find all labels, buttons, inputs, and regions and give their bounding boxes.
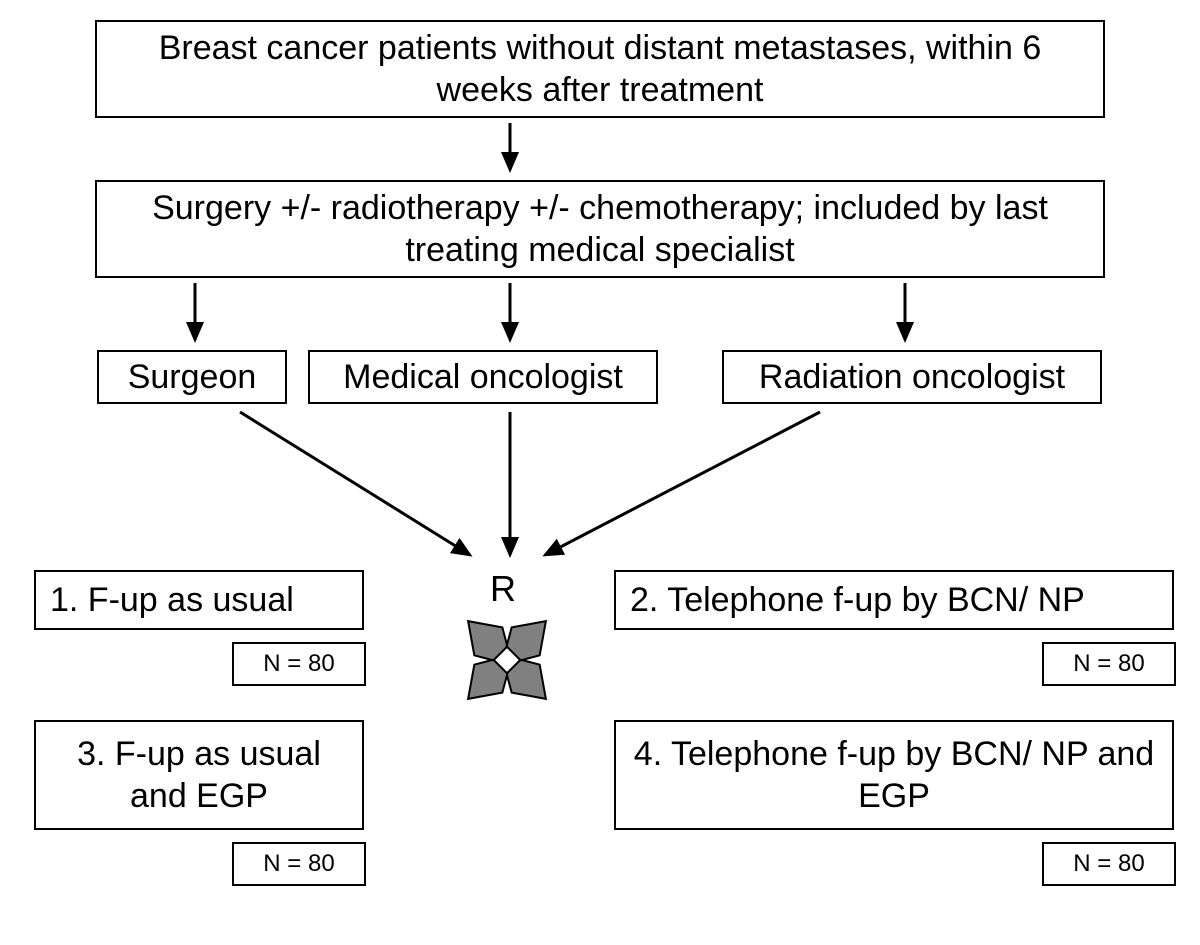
n3-text: N = 80 [263,850,334,878]
n-box-3: N = 80 [232,842,366,886]
randomise-cross-arm [507,621,546,660]
r-label: R [490,568,516,610]
flow-arrow [240,412,470,555]
randomise-cross-arm [468,660,507,699]
node-radonc-text: Radiation oncologist [759,356,1065,399]
randomise-cross-arm [507,660,546,699]
node-top-text: Breast cancer patients without distant m… [107,27,1093,112]
node-arm1-text: 1. F-up as usual [50,579,294,622]
node-top: Breast cancer patients without distant m… [95,20,1105,118]
n1-text: N = 80 [263,650,334,678]
node-second: Surgery +/- radiotherapy +/- chemotherap… [95,180,1105,278]
node-medonc: Medical oncologist [308,350,658,404]
node-arm4: 4. Telephone f-up by BCN/ NP and EGP [614,720,1174,830]
n4-text: N = 80 [1073,850,1144,878]
node-second-text: Surgery +/- radiotherapy +/- chemotherap… [107,187,1093,272]
node-arm2: 2. Telephone f-up by BCN/ NP [614,570,1174,630]
node-medonc-text: Medical oncologist [343,356,623,399]
node-radonc: Radiation oncologist [722,350,1102,404]
n-box-2: N = 80 [1042,642,1176,686]
n-box-1: N = 80 [232,642,366,686]
n2-text: N = 80 [1073,650,1144,678]
node-arm3-text: 3. F-up as usual and EGP [46,733,352,818]
node-surgeon-text: Surgeon [128,356,257,399]
node-arm1: 1. F-up as usual [34,570,364,630]
node-surgeon: Surgeon [97,350,287,404]
flow-arrow [545,412,820,555]
node-arm3: 3. F-up as usual and EGP [34,720,364,830]
n-box-4: N = 80 [1042,842,1176,886]
r-label-text: R [490,568,516,609]
node-arm4-text: 4. Telephone f-up by BCN/ NP and EGP [626,733,1162,818]
randomise-cross-arm [468,621,507,660]
node-arm2-text: 2. Telephone f-up by BCN/ NP [630,579,1085,622]
